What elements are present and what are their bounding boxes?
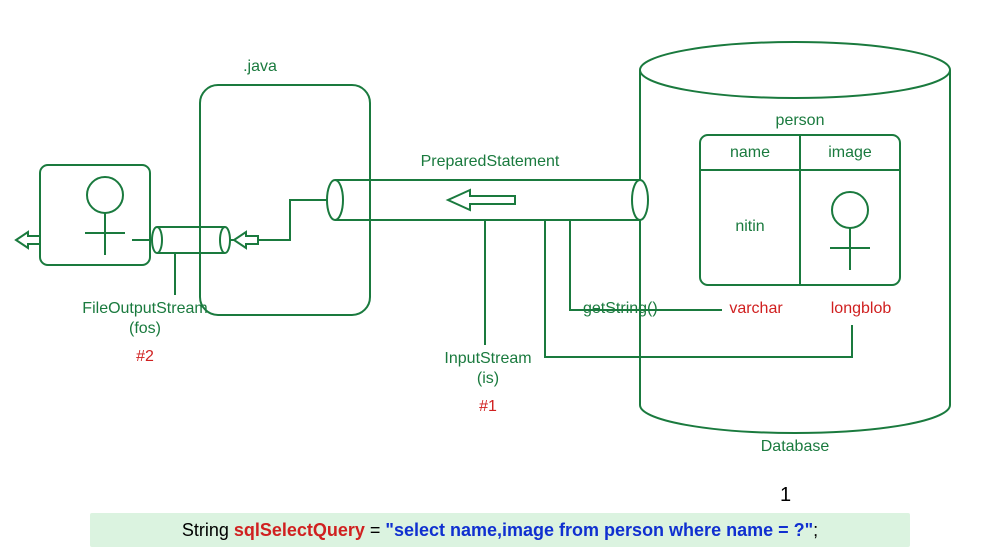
prepared-label: PreparedStatement [421,153,560,171]
fos-label-2: (fos) [129,320,161,338]
longblob-label: longblob [831,300,892,318]
arrow-into-fos-icon [234,232,258,248]
database-label: Database [761,438,830,456]
col-image: image [828,144,872,162]
fos-num: #2 [136,348,154,366]
java-label: .java [243,58,277,76]
is-num: #1 [479,398,497,416]
code-var: sqlSelectQuery [234,520,365,541]
output-person-icon [85,177,125,255]
diagram-svg [0,0,1000,560]
is-label-2: (is) [477,370,499,388]
flow-arrow-icon [448,190,515,210]
arrow-out-left-icon [16,232,40,248]
java-box [200,85,370,315]
database-cylinder [640,42,950,433]
code-semi: ; [813,520,818,541]
code-eq: = [365,520,386,541]
is-label-1: InputStream [444,350,531,368]
person-icon [830,192,870,270]
col-name: name [730,144,770,162]
is-to-longblob-connector [545,220,852,357]
fos-pipe [152,227,230,253]
code-strip: String sqlSelectQuery = "select name,ima… [90,513,910,547]
page-number: 1 [780,484,791,507]
table-title: person [776,112,825,130]
getstring-label: getString() [583,300,658,318]
fos-label-1: FileOutputStream [82,300,207,318]
varchar-label: varchar [729,300,782,318]
cell-name: nitin [735,218,764,236]
code-str: "select name,image from person where nam… [385,520,813,541]
code-kw: String [182,520,234,541]
